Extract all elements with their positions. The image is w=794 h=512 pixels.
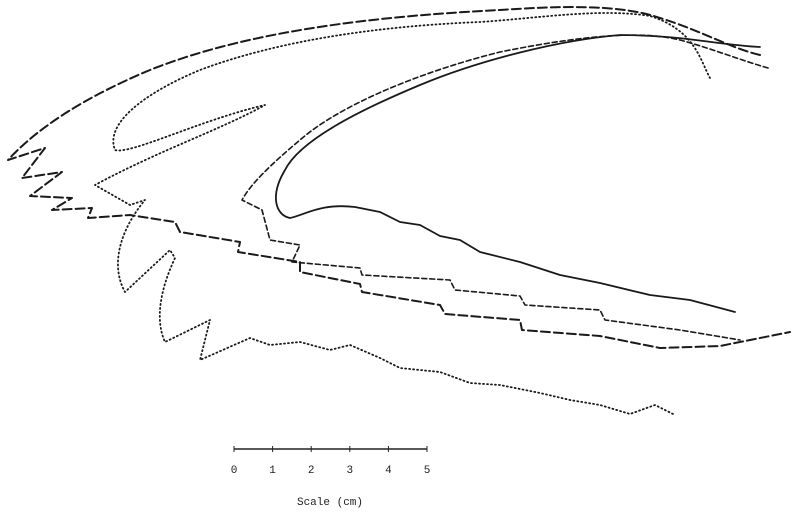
wing-outline-dotted [95,13,710,415]
page: 012345 Scale (cm) (() => { const data = … [0,0,794,512]
scale-tick-label: 1 [269,465,276,477]
wing-outline-solid [276,35,760,312]
scale-tick-label: 3 [346,465,353,477]
scale-label: Scale (cm) [297,497,363,509]
scale-tick-label: 2 [308,465,315,477]
scale-ticks: 0 1 2 3 4 5 [231,446,431,477]
wing-outline-short-dash [242,35,768,340]
scale-tick-label: 0 [231,465,238,477]
figure: 0 1 2 3 4 5 Scale (cm) [0,0,794,512]
scale-tick-label: 4 [385,465,392,477]
scale-tick-label: 5 [424,465,431,477]
wing-outline-dashed [8,7,790,348]
